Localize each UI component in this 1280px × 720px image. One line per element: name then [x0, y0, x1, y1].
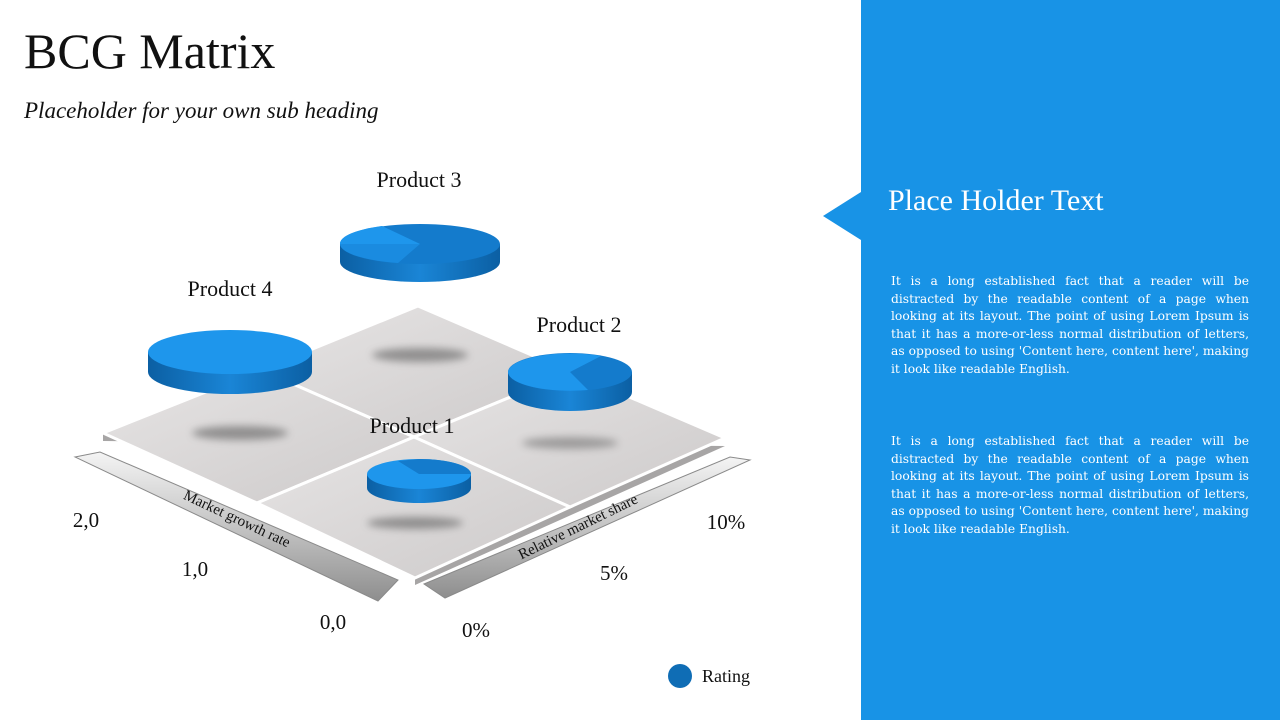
- growth-tick-label: 0,0: [320, 610, 346, 634]
- relative-market-share-bar: [422, 456, 752, 599]
- product-4-disc: [148, 330, 312, 394]
- panel-heading: Place Holder Text: [888, 184, 1104, 217]
- product-2-disc: [508, 353, 632, 411]
- legend-marker: [668, 664, 692, 688]
- market-growth-rate-bar: [73, 451, 399, 602]
- side-panel: [861, 0, 1280, 720]
- product-4-label: Product 4: [188, 276, 273, 301]
- disc-shadow: [372, 348, 468, 362]
- page-subtitle: Placeholder for your own sub heading: [24, 98, 379, 123]
- page-title: BCG Matrix: [24, 23, 276, 79]
- panel-paragraph: It is a long established fact that a rea…: [891, 434, 1249, 536]
- panel-pointer: [823, 192, 861, 240]
- product-2-label: Product 2: [537, 312, 622, 337]
- product-3-disc: [339, 224, 500, 282]
- product-1-disc: [367, 459, 471, 503]
- share-tick-label: 10%: [707, 510, 746, 534]
- growth-tick-label: 2,0: [73, 508, 99, 532]
- product-3-label: Product 3: [377, 167, 462, 192]
- panel-paragraph: It is a long established fact that a rea…: [891, 274, 1249, 376]
- legend-label: Rating: [702, 666, 750, 686]
- disc-shadow: [522, 437, 618, 449]
- share-tick-label: 0%: [462, 618, 490, 642]
- matrix-tile-bottom: [253, 435, 574, 580]
- disc-shadow: [192, 426, 288, 440]
- share-tick-label: 5%: [600, 561, 628, 585]
- bcg-matrix-diagram: Market growth rate Relative market share…: [73, 167, 752, 688]
- growth-tick-label: 1,0: [182, 557, 208, 581]
- disc-shadow: [367, 517, 463, 529]
- product-1-label: Product 1: [370, 413, 455, 438]
